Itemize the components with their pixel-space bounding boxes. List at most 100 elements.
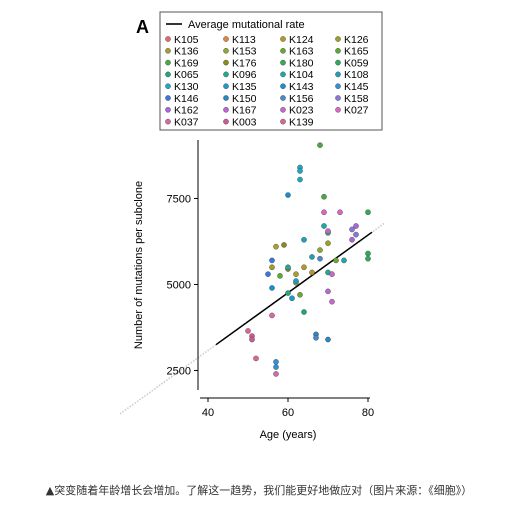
point-K065-2 — [301, 309, 307, 315]
legend-swatch-K003 — [223, 118, 229, 125]
legend-swatch-K146 — [165, 95, 171, 101]
legend-swatch-K027 — [335, 107, 341, 113]
legend-label-K139: K139 — [289, 116, 314, 128]
legend-swatch-K165 — [335, 48, 341, 54]
point-K096-1 — [285, 264, 291, 271]
point-K158-1 — [349, 226, 355, 233]
point-K135-1 — [293, 278, 299, 284]
point-K104-2 — [341, 257, 347, 264]
legend-swatch-K023 — [280, 107, 286, 113]
point-K108-2 — [309, 254, 315, 260]
point-K163-2 — [333, 257, 339, 264]
point-K037-2 — [273, 371, 279, 377]
point-K145-2 — [273, 364, 279, 370]
legend-label-K037: K037 — [174, 116, 199, 128]
point-K162-2 — [349, 236, 355, 243]
legend-swatch-K037 — [165, 118, 171, 125]
y-tick-label-7500: 7500 — [167, 193, 191, 205]
point-K130-2 — [297, 168, 303, 174]
legend-swatch-K180 — [280, 59, 286, 66]
legend-label-K059: K059 — [344, 57, 369, 69]
legend-label-K023: K023 — [289, 105, 314, 117]
legend-label-K124: K124 — [289, 34, 314, 46]
scatter-figure: A Average mutational rate K105 K113 K124 K1… — [119, 11, 385, 441]
legend-swatch-K150 — [223, 95, 229, 101]
legend-swatch-K136 — [165, 48, 171, 54]
legend-swatch-K156 — [280, 95, 286, 101]
legend-swatch-K105 — [165, 36, 171, 42]
legend-swatch-K065 — [165, 71, 171, 78]
legend-swatch-K108 — [335, 71, 341, 78]
average-mutational-rate-line — [215, 231, 373, 346]
y-tick-label-2500: 2500 — [167, 365, 191, 377]
legend-label-K180: K180 — [289, 57, 314, 69]
legend-swatch-K135 — [223, 83, 229, 89]
legend: Average mutational rate K105 K113 K124 K126… — [159, 11, 383, 131]
legend-label-K108: K108 — [344, 69, 369, 81]
point-K124-2 — [309, 269, 315, 276]
legend-label-K176: K176 — [232, 57, 257, 69]
point-K139-1 — [245, 328, 251, 334]
point-K150-1 — [325, 336, 331, 343]
legend-label-K167: K167 — [232, 105, 257, 117]
legend-label-K135: K135 — [232, 81, 257, 93]
point-K027-2 — [337, 209, 343, 216]
legend-label-K162: K162 — [174, 105, 199, 117]
panel-label: A — [136, 17, 149, 37]
figure-caption: ▲突变随着年龄增长会增加。了解这一趋势，我们能更好地做应对（图片来源：《细胞》） — [45, 484, 473, 497]
point-K130-3 — [297, 176, 303, 183]
legend-label-K169: K169 — [174, 57, 199, 69]
legend-swatch-K163 — [280, 48, 286, 54]
point-K163-1 — [297, 291, 303, 298]
legend-swatch-K158 — [335, 95, 341, 101]
point-K162-1 — [353, 223, 359, 229]
point-K065-1 — [285, 290, 291, 296]
point-K124-1 — [301, 264, 307, 271]
legend-label-K156: K156 — [289, 93, 314, 105]
x-tick-label-40: 40 — [202, 407, 214, 419]
point-K023-1 — [329, 271, 335, 277]
legend-swatch-K104 — [280, 71, 286, 78]
legend-swatch-K096 — [223, 71, 229, 78]
legend-label-K113: K113 — [232, 34, 256, 46]
legend-swatch-K124 — [280, 36, 286, 42]
point-K136-2 — [293, 271, 299, 277]
point-K158-2 — [353, 231, 359, 238]
legend-label-K158: K158 — [344, 93, 369, 105]
point-K027-1 — [321, 209, 327, 216]
legend-label-K146: K146 — [174, 93, 199, 105]
legend-label-K126: K126 — [344, 34, 369, 46]
point-K143-2 — [269, 285, 275, 291]
point-K108-1 — [301, 236, 307, 243]
legend-label-K143: K143 — [289, 81, 314, 93]
point-K059-2 — [365, 255, 371, 262]
point-K136-1 — [273, 243, 279, 250]
legend-label-K163: K163 — [289, 46, 314, 58]
legend-swatch-K145 — [335, 83, 341, 89]
point-K145-1 — [273, 359, 279, 365]
x-tick-label-60: 60 — [282, 407, 294, 419]
legend-label-K165: K165 — [344, 46, 369, 58]
legend-label-K104: K104 — [289, 69, 314, 81]
legend-box — [159, 11, 383, 131]
y-axis-title: Number of mutations per subclone — [133, 181, 145, 349]
point-K126-1 — [269, 264, 275, 271]
legend-swatch-K113 — [223, 36, 229, 42]
point-K153-2 — [317, 247, 323, 253]
legend-swatch-K153 — [223, 48, 229, 54]
point-K169-1 — [317, 142, 323, 148]
point-K156-1 — [313, 334, 319, 341]
point-K156-2 — [317, 255, 323, 262]
legend-swatch-K143 — [280, 83, 286, 89]
legend-swatch-K169 — [165, 59, 171, 66]
legend-swatch-K167 — [223, 107, 229, 113]
point-K146-2 — [269, 257, 275, 264]
point-K023-2 — [329, 298, 335, 305]
point-K037-1 — [269, 312, 275, 319]
point-K139-2 — [253, 355, 259, 362]
point-K003-2 — [249, 336, 255, 343]
legend-label-K130: K130 — [174, 81, 199, 93]
point-K176-1 — [281, 242, 287, 248]
point-K169-2 — [321, 193, 327, 200]
point-K180-1 — [365, 209, 371, 216]
